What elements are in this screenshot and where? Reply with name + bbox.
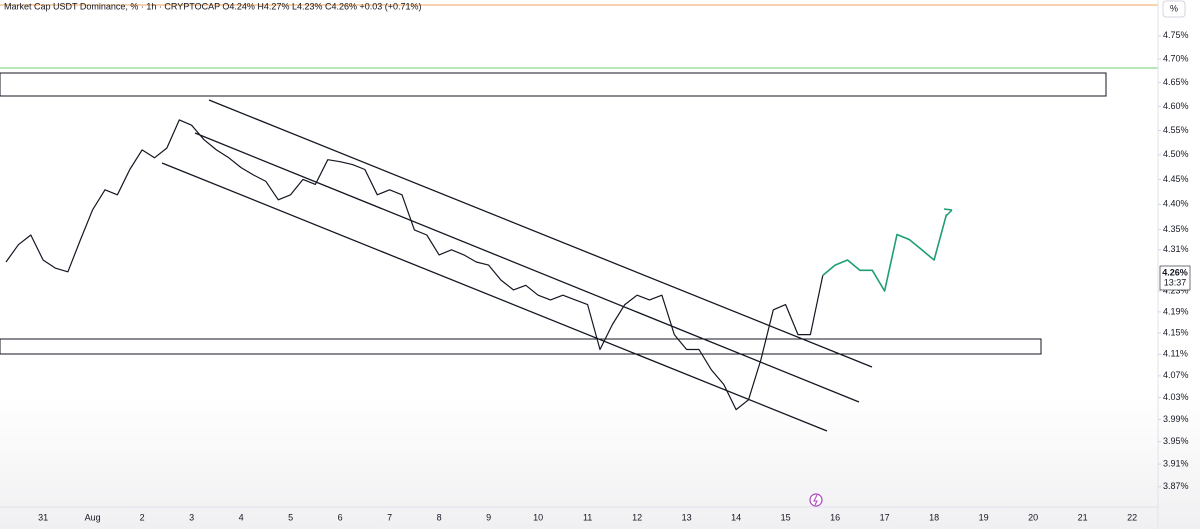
- price-label: 4.26%: [1162, 267, 1188, 277]
- unit-button[interactable]: [1162, 0, 1186, 18]
- y-tick-label: 4.70%: [1163, 54, 1189, 64]
- y-tick-label: 3.95%: [1163, 436, 1189, 446]
- x-tick-label: 2: [140, 512, 145, 522]
- y-tick-label: 4.23%: [1163, 285, 1189, 295]
- support-zone: [0, 338, 1042, 355]
- y-tick-label: 3.99%: [1163, 414, 1189, 424]
- y-tick-label: 3.91%: [1163, 458, 1189, 468]
- x-tick-label: 22: [1127, 512, 1137, 522]
- y-tick-label: 4.03%: [1163, 392, 1189, 402]
- x-tick-label: 31: [38, 512, 48, 522]
- x-tick-label: 17: [880, 512, 890, 522]
- price-label-box: [1159, 265, 1191, 291]
- x-tick-label: 9: [486, 512, 491, 522]
- x-tick-label: 6: [338, 512, 343, 522]
- y-tick-label: 4.60%: [1163, 101, 1189, 111]
- x-tick-label: 10: [533, 512, 543, 522]
- axis-unit[interactable]: %: [1170, 3, 1178, 13]
- x-tick-label: 4: [239, 512, 244, 522]
- y-tick-label: 4.45%: [1163, 174, 1189, 184]
- y-tick-label: 4.15%: [1163, 327, 1189, 337]
- supply-zone: [0, 72, 1107, 97]
- y-tick-label: 4.55%: [1163, 125, 1189, 135]
- y-tick-label: 4.40%: [1163, 199, 1189, 209]
- x-tick-label: 18: [929, 512, 939, 522]
- x-tick-label: 8: [437, 512, 442, 522]
- x-tick-label: 3: [189, 512, 194, 522]
- series-line: [5, 119, 824, 411]
- y-tick-label: 4.35%: [1163, 224, 1189, 234]
- x-tick-label: 21: [1078, 512, 1088, 522]
- x-tick-label: 16: [830, 512, 840, 522]
- event-icon[interactable]: [809, 493, 823, 507]
- y-tick-label: 4.07%: [1163, 370, 1189, 380]
- series-line: [822, 214, 948, 292]
- channel-line: [194, 132, 860, 403]
- x-tick-label: 20: [1028, 512, 1038, 522]
- x-tick-label: 11: [583, 512, 592, 522]
- x-tick-label: Aug: [85, 512, 101, 522]
- x-tick-label: 13: [682, 512, 692, 522]
- countdown: 13:37: [1164, 277, 1187, 287]
- marks: 4.75% 4.70% 4.65% 4.60% 4.55% 4.50% 4.45% 4.40%…: [5, 30, 1189, 522]
- x-tick-label: 19: [979, 512, 989, 522]
- y-tick-label: 4.11%: [1163, 349, 1188, 359]
- channel-line: [161, 162, 828, 432]
- x-tick-label: 15: [781, 512, 791, 522]
- header: Market Cap USDT Dominance, % · 1h · CRYP…: [4, 1, 422, 11]
- y-tick-label: 3.87%: [1163, 481, 1189, 491]
- y-tick-label: 4.50%: [1163, 149, 1189, 159]
- x-tick-label: 5: [288, 512, 293, 522]
- y-tick-label: 4.31%: [1163, 244, 1189, 254]
- x-tick-label: 7: [387, 512, 392, 522]
- y-tick-label: 4.65%: [1163, 77, 1189, 87]
- y-tick-label: 4.75%: [1163, 30, 1189, 40]
- x-tick-label: 12: [632, 512, 642, 522]
- channel-line: [208, 99, 873, 368]
- event-icon-bolt: [813, 494, 818, 506]
- x-tick-label: 14: [731, 512, 741, 522]
- y-tick-label: 4.19%: [1163, 306, 1189, 316]
